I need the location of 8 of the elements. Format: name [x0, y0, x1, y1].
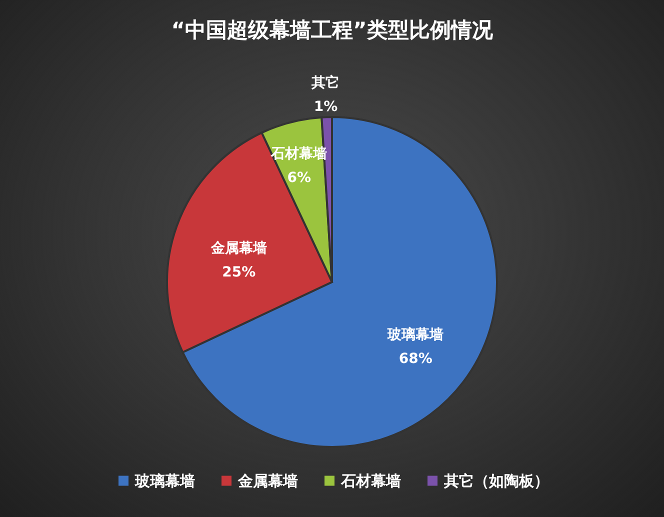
slice-label: 玻璃幕墙 [134, 472, 195, 490]
legend-label: 金属幕墙 [237, 472, 298, 490]
data-label: 金属幕墙 25% [210, 240, 267, 280]
chart-title: “中国超级幕墙工程”类型比例情况 [171, 18, 494, 42]
data-label: 其它 1% [310, 74, 340, 116]
legend-label: 其它（如陶板） [443, 472, 549, 490]
data-label: 玻璃幕墙 68% [386, 326, 444, 368]
legend-label: 石材幕墙 [340, 472, 401, 490]
